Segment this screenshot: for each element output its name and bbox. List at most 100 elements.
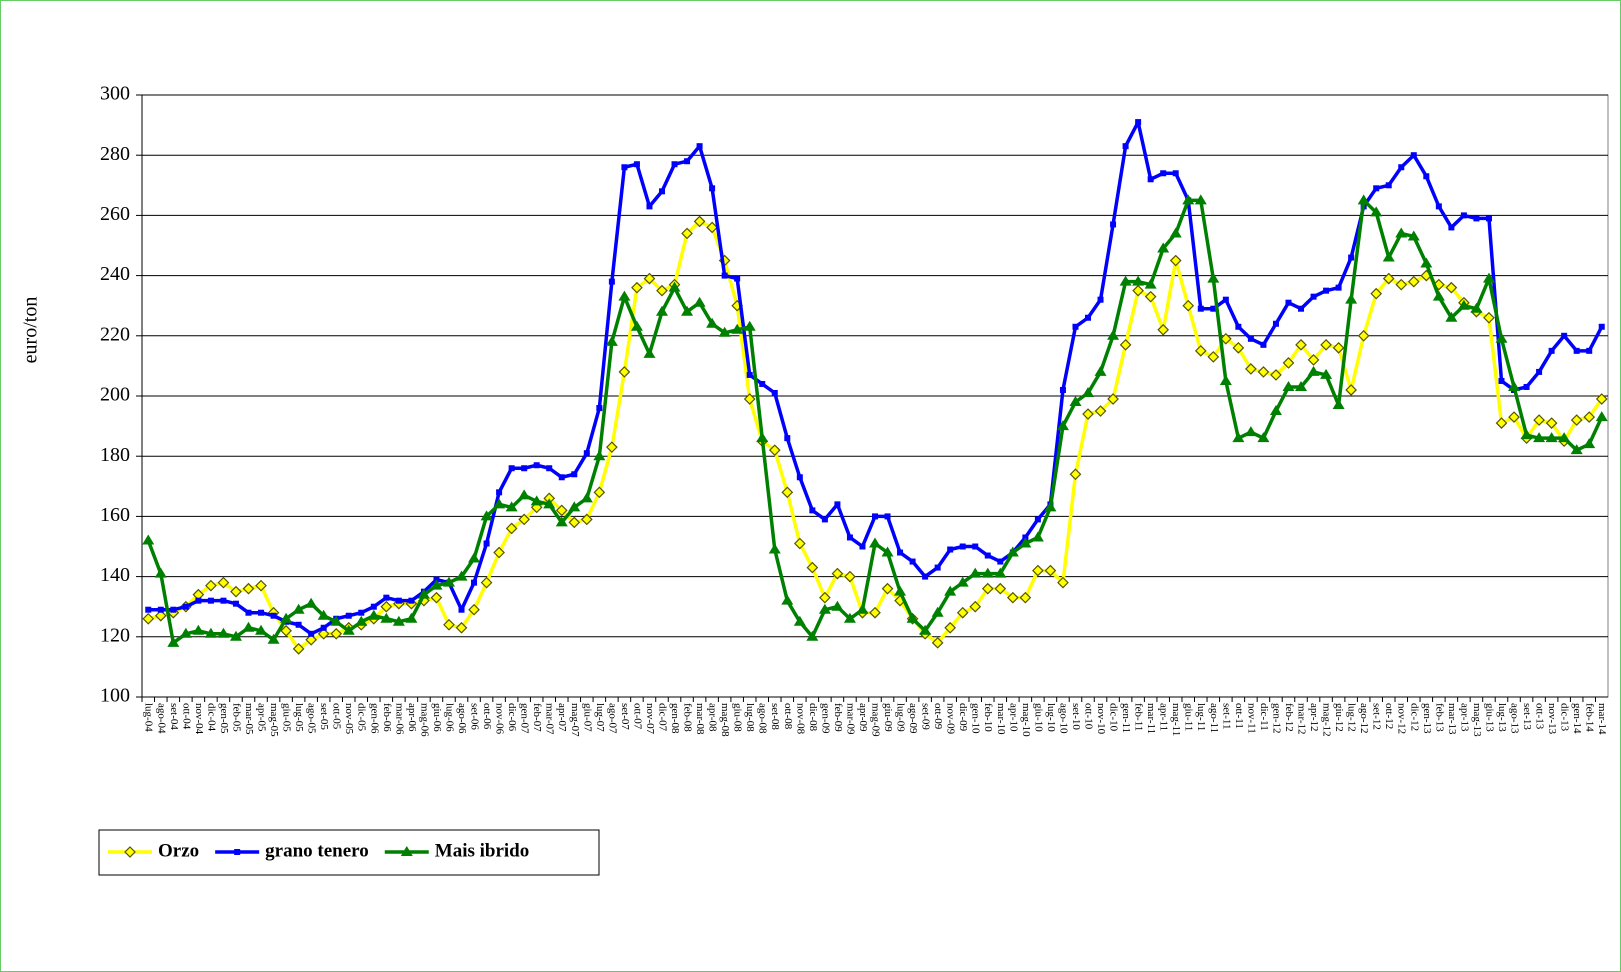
- point: [292, 642, 305, 655]
- x-tick-label: nov-05: [343, 703, 355, 735]
- point: [834, 501, 841, 508]
- x-tick-label: feb-05: [230, 703, 242, 732]
- x-tick-label: mar-05: [243, 703, 255, 735]
- point: [1345, 293, 1358, 304]
- point: [1219, 332, 1232, 345]
- point: [1595, 411, 1608, 422]
- point: [934, 564, 941, 571]
- point: [1545, 417, 1558, 429]
- point: [633, 161, 640, 168]
- x-tick-label: gen-05: [218, 703, 230, 734]
- x-tick-label: mar-14: [1596, 703, 1608, 735]
- point: [718, 326, 731, 337]
- point: [1082, 386, 1095, 397]
- point: [555, 504, 568, 517]
- point: [1160, 170, 1167, 177]
- x-tick-label: ott-10: [1082, 703, 1094, 730]
- x-tick-label: ago-06: [456, 703, 468, 734]
- point: [734, 275, 741, 282]
- point: [1244, 426, 1257, 437]
- x-tick-label: ott-13: [1534, 703, 1546, 730]
- point: [292, 603, 305, 614]
- point: [784, 435, 791, 442]
- point: [1445, 281, 1458, 294]
- point: [1210, 305, 1217, 312]
- x-tick-label: set-08: [769, 703, 781, 730]
- x-tick-label: apr-12: [1308, 703, 1320, 732]
- point: [395, 597, 402, 604]
- point: [1144, 278, 1157, 289]
- x-tick-label: dic-06: [506, 703, 518, 732]
- point: [646, 203, 653, 210]
- x-tick-label: feb-14: [1584, 703, 1596, 732]
- point: [370, 603, 377, 610]
- point: [668, 281, 681, 292]
- point: [984, 552, 991, 559]
- x-tick-label: apr-09: [857, 703, 869, 732]
- point: [483, 540, 490, 547]
- point: [546, 465, 553, 472]
- point: [430, 591, 443, 604]
- point: [1282, 380, 1295, 391]
- x-tick-label: gen-12: [1270, 703, 1282, 734]
- point: [245, 609, 252, 616]
- point: [1508, 411, 1520, 423]
- legend-label: Mais ibrido: [435, 840, 529, 861]
- point: [706, 221, 718, 234]
- point: [242, 621, 255, 632]
- point: [1357, 194, 1370, 205]
- point: [280, 612, 293, 623]
- x-tick-label: lug-13: [1496, 703, 1508, 732]
- point: [1570, 444, 1583, 455]
- y-tick-label: 260: [100, 203, 130, 225]
- x-tick-label: ago-10: [1057, 703, 1069, 734]
- point: [1332, 341, 1345, 354]
- point: [1335, 284, 1342, 291]
- point: [1395, 278, 1408, 291]
- point: [220, 597, 227, 604]
- point: [267, 633, 280, 644]
- point: [1182, 299, 1195, 312]
- point: [230, 585, 242, 598]
- x-tick-label: apr-08: [707, 703, 719, 732]
- point: [1169, 254, 1182, 267]
- x-tick-label: set-05: [318, 703, 330, 730]
- x-tick-label: nov-10: [1095, 703, 1107, 735]
- point: [455, 621, 468, 634]
- point: [1533, 432, 1546, 443]
- x-tick-label: nov-06: [494, 703, 506, 735]
- point: [881, 582, 894, 595]
- x-tick-label: dic-04: [205, 703, 217, 732]
- x-tick-label: gen-10: [970, 703, 982, 734]
- x-tick-label: mag-07: [569, 703, 581, 737]
- point: [846, 534, 853, 541]
- point: [981, 567, 994, 578]
- point: [606, 441, 618, 454]
- point: [430, 579, 443, 590]
- point: [330, 615, 343, 626]
- point: [1382, 272, 1395, 285]
- point: [671, 161, 678, 168]
- point: [656, 284, 668, 297]
- point: [1232, 341, 1245, 354]
- point: [1473, 215, 1480, 222]
- point: [1320, 338, 1332, 351]
- point: [618, 366, 631, 378]
- point: [1247, 335, 1254, 342]
- point: [468, 603, 480, 616]
- point: [433, 576, 440, 583]
- point: [1495, 332, 1508, 343]
- point: [884, 513, 891, 520]
- point: [405, 612, 418, 623]
- point: [1482, 272, 1495, 283]
- x-tick-label: mar-07: [544, 703, 556, 735]
- point: [1548, 347, 1555, 354]
- x-tick-label: gen-13: [1421, 703, 1433, 734]
- point: [1298, 305, 1305, 312]
- x-tick-label: giu-06: [431, 703, 443, 732]
- point: [709, 185, 716, 192]
- legend-marker: [400, 846, 413, 856]
- point: [931, 636, 944, 649]
- x-tick-label: ago-09: [907, 703, 919, 734]
- point: [658, 188, 665, 195]
